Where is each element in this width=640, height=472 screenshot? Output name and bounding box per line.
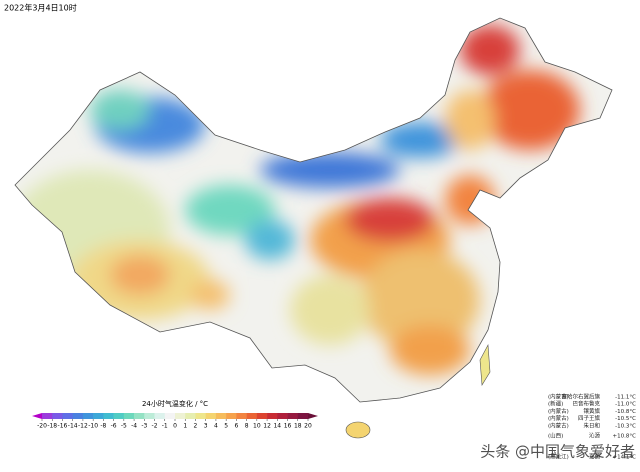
colorbar-segment [277,413,288,419]
watermark: 头条 @中国气象爱好者 [480,443,635,461]
colorbar-tick-label: 6 [234,423,238,430]
colorbar-tick-label: -20 [37,423,47,430]
colorbar-segment [205,413,217,419]
colorbar-segment [267,413,278,419]
colorbar-segment [52,413,63,419]
colorbar-extend-high [308,413,318,419]
colorbar-tick-label: -2 [152,423,158,430]
station-region: (新疆) [548,400,563,408]
colorbar-segment [175,413,186,419]
colorbar-tick-label: 8 [245,423,249,430]
colorbar-segment [287,413,299,419]
colorbar-segment [154,413,166,419]
station-name: 镶黄旗 [583,407,600,415]
colorbar-segment [246,413,258,419]
station-value: +10.8°C [613,434,637,440]
colorbar-tick-label: -16 [58,423,68,430]
station-region: (内蒙古) [548,393,569,401]
colorbar-segment [93,413,104,419]
colorbar-tick-label: 14 [273,423,281,430]
station-region: (内蒙古) [548,414,569,422]
colorbar-segment [256,413,268,419]
colorbar-tick-label: 18 [294,423,302,430]
station-name: 巴音布鲁克 [572,400,600,408]
station-value: -10.8°C [615,409,636,415]
colorbar-segment [164,413,176,419]
colorbar-tick-label: -1 [162,423,168,430]
colorbar-tick-label: 10 [253,423,261,430]
station-name: 朱日和 [583,421,600,429]
colorbar-tick-label: 3 [204,423,208,430]
colorbar-segment [62,413,73,419]
station-name: 嘉荫 [589,453,601,461]
colorbar-segment [82,413,94,419]
colorbar-tick-label: -10 [88,423,98,430]
colorbar-segment [134,413,145,419]
colorbar-segment [42,413,53,419]
colorbar-segment [195,413,206,419]
colorbar-segment [103,413,114,419]
colorbar-segment [123,413,135,419]
station-name: 四子王旗 [578,414,601,422]
colorbar-segment [236,413,247,419]
station-value: -10.3°C [615,423,636,429]
station-name: 察哈尔右翼后旗 [561,393,600,401]
colorbar-segment [144,413,155,419]
map-body [14,17,613,439]
colorbar-tick-label: 12 [263,423,271,430]
colorbar-tick-label: 20 [304,423,312,430]
station-list: (内蒙古)察哈尔右翼后旗 -11.1°C(新疆) 巴音布鲁克 -11.0°C(内蒙古)… [548,393,636,461]
colorbar-tick-label: -4 [131,423,137,430]
station-value: -11.1°C [615,395,636,401]
colorbar-segment [185,413,196,419]
colorbar-tick-label: 16 [284,423,292,430]
colorbar-tick-label: -14 [68,423,78,430]
station-region: (内蒙古) [548,421,569,429]
colorbar-segment [113,413,125,419]
station-value: -11.0°C [615,402,636,408]
colorbar-segment [215,413,227,419]
colorbar-tick-label: 4 [214,423,218,430]
colorbar-label: 24小时气温变化 / °C [142,399,208,408]
colorbar-tick-label: -5 [121,423,127,430]
colorbar-tick-label: -6 [111,423,117,430]
station-value: +14.1°C [613,455,637,461]
colorbar-tick-label: 5 [224,423,228,430]
station-region: (内蒙古) [548,407,569,415]
station-name: 沁源 [589,432,601,440]
colorbar-tick-label: -3 [141,423,147,430]
colorbar-segment [297,413,309,419]
colorbar-tick-label: 0 [173,423,177,430]
colorbar-tick-label: -18 [47,423,57,430]
map-title: 2022年3月4日10时 [4,3,77,13]
station-value: -10.5°C [615,416,636,422]
colorbar-tick-label: 2 [194,423,198,430]
colorbar-tick-label: -12 [78,423,88,430]
colorbar-segment [72,413,84,419]
station-region: (黑龙江) [548,453,569,461]
colorbar: -20 -18 -16 -14 -12 -10 -8 -6 -5 -4 -3 -2 -1 0 1 2 3 4 5 6 8… [32,413,318,430]
colorbar-tick-label: -8 [100,423,106,430]
colorbar-segment [226,413,237,419]
colorbar-extend-low [32,413,42,419]
station-region: (山西) [548,432,563,440]
colorbar-tick-label: 1 [183,423,187,430]
